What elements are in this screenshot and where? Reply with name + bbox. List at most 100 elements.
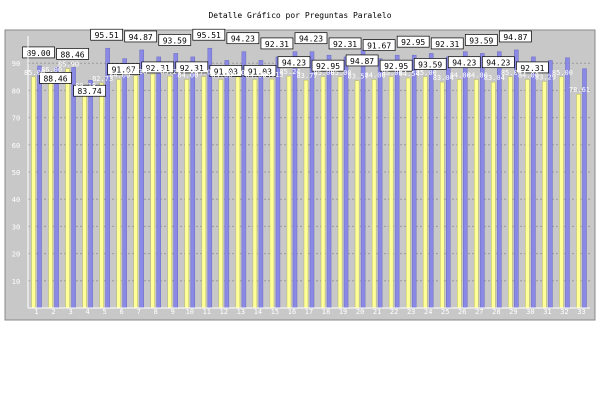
bar-series-b <box>184 79 190 309</box>
data-label-box <box>328 37 362 50</box>
data-label: 89.00 <box>26 49 50 58</box>
data-label-box <box>175 61 209 74</box>
data-label-box <box>345 54 379 67</box>
x-tick-label: 19 <box>339 308 347 316</box>
data-label-box <box>396 35 430 48</box>
data-label-box <box>516 61 549 74</box>
bar-series-b <box>320 76 326 309</box>
data-label-secondary: 85.38 <box>126 68 147 76</box>
data-label: 94.23 <box>486 59 510 68</box>
data-label-secondary: 83.29 <box>535 73 556 81</box>
data-label-box <box>56 48 89 60</box>
bar-series-b <box>48 73 53 309</box>
data-label: 94.23 <box>282 59 306 68</box>
x-tick-label: 4 <box>85 308 89 316</box>
bar-series-b <box>235 76 241 309</box>
bar-series-a <box>343 56 349 309</box>
bar-series-a <box>445 56 451 309</box>
bar-series-a <box>326 54 332 309</box>
x-tick-label: 26 <box>458 308 466 316</box>
data-label-box <box>447 56 481 69</box>
bar-series-a <box>497 51 502 309</box>
data-label-secondary: 84.00 <box>518 72 539 80</box>
x-tick-label: 30 <box>526 308 534 316</box>
data-label-box <box>260 37 294 50</box>
bar-series-a <box>190 56 196 309</box>
data-label-secondary: 83.04 <box>484 74 505 82</box>
y-tick-label: 80 <box>12 87 20 95</box>
x-tick-label: 23 <box>407 308 415 316</box>
bar-series-a <box>565 57 570 309</box>
bar-series-b <box>133 75 138 309</box>
data-label-secondary: 84.00 <box>177 72 198 80</box>
data-label-box <box>158 34 192 46</box>
x-tick-label: 22 <box>390 308 398 316</box>
bar-series-a <box>394 54 400 309</box>
x-tick-label: 3 <box>68 308 72 316</box>
bar-series-b <box>116 79 121 309</box>
data-label: 92.31 <box>520 64 544 73</box>
x-tick-label: 15 <box>271 308 279 316</box>
data-label: 94.23 <box>452 59 476 68</box>
data-label: 88.46 <box>43 74 67 83</box>
bar-series-b <box>388 76 394 309</box>
data-label-secondary: 84.00 <box>211 72 232 80</box>
data-label-box <box>379 59 413 72</box>
x-tick-label: 16 <box>288 308 296 316</box>
data-label-secondary: 85.21 <box>160 68 181 76</box>
bar-series-a <box>531 56 536 309</box>
bar-series-b <box>422 76 428 309</box>
data-label-box <box>141 61 175 74</box>
bar-series-a <box>207 47 213 309</box>
bar-series-b <box>474 79 479 309</box>
bar-series-a <box>480 53 485 309</box>
bar-series-a <box>224 60 230 309</box>
bar-series-a <box>122 58 127 309</box>
data-label-secondary: 84.00 <box>365 72 386 80</box>
y-tick-label: 20 <box>12 251 20 259</box>
data-label-secondary: 84.00 <box>245 72 266 80</box>
data-label-secondary: 83.04 <box>433 74 454 82</box>
data-label-box <box>362 39 396 52</box>
x-tick-label: 13 <box>237 308 245 316</box>
bar-series-b <box>525 79 530 309</box>
data-label: 92.31 <box>333 40 357 49</box>
data-label-box <box>413 58 447 70</box>
bar-series-b <box>269 78 275 309</box>
bar-series-b <box>150 73 155 309</box>
bar-series-a <box>548 60 553 309</box>
x-tick-label: 29 <box>509 308 517 316</box>
data-label-secondary: 84.00 <box>450 72 471 80</box>
bar-series-a <box>463 51 468 309</box>
data-label-secondary: 85.24 <box>279 68 300 76</box>
x-tick-label: 2 <box>51 308 55 316</box>
bar-series-b <box>82 89 87 309</box>
data-label: 94.87 <box>350 57 374 66</box>
x-tick-label: 9 <box>171 308 175 316</box>
bar-series-b <box>491 81 496 309</box>
data-label-secondary: 86.00 <box>41 66 62 74</box>
data-label-secondary: 78.61 <box>569 86 590 94</box>
bar-series-b <box>337 76 343 309</box>
x-tick-label: 25 <box>441 308 449 316</box>
bar-series-b <box>542 81 547 309</box>
data-label-secondary: 84.00 <box>109 72 130 80</box>
x-tick-label: 28 <box>492 308 500 316</box>
data-label-box <box>124 30 158 43</box>
data-label-box <box>243 65 277 77</box>
bar-series-b <box>576 93 581 309</box>
bar-series-a <box>54 67 59 309</box>
data-label-box <box>481 56 515 69</box>
x-tick-label: 5 <box>103 308 107 316</box>
data-label-secondary: 85.90 <box>58 61 79 69</box>
bar-series-a <box>292 51 298 309</box>
y-tick-label: 60 <box>12 142 20 150</box>
data-label: 92.31 <box>265 40 289 49</box>
data-label-secondary: 82.73 <box>92 75 113 83</box>
x-tick-label: 10 <box>186 308 194 316</box>
data-labels: 89.00 88.46 88.46 83.74 95.51 91.67 94.87 92.31… <box>22 28 590 97</box>
x-tick-label: 33 <box>577 308 585 316</box>
x-tick-label: 8 <box>154 308 158 316</box>
x-tick-label: 27 <box>475 308 483 316</box>
